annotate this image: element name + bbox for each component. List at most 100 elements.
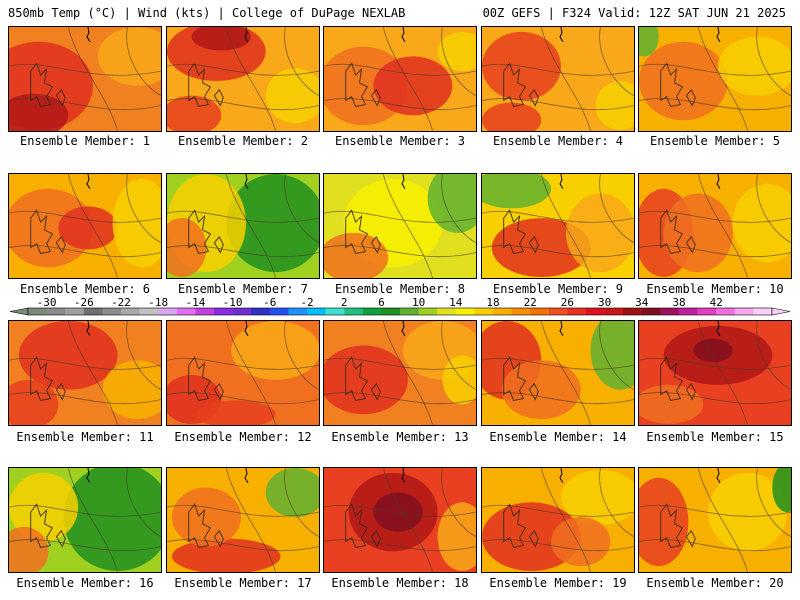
ensemble-member-map	[638, 320, 792, 426]
ensemble-member-label: Ensemble Member: 9	[492, 282, 624, 296]
colorbar-segment	[511, 308, 531, 315]
ensemble-member-map	[323, 26, 477, 132]
colorbar-segment	[195, 308, 215, 315]
ensemble-member-map	[8, 26, 162, 132]
colorbar-tick-label: -26	[74, 296, 94, 309]
ensemble-member-map	[481, 467, 635, 573]
colorbar-tick-label: 18	[486, 296, 499, 309]
colorbar-segment	[530, 308, 550, 315]
ensemble-member-map	[8, 320, 162, 426]
run-valid-time: 00Z GEFS | F324 Valid: 12Z SAT JUN 21 20…	[482, 6, 786, 20]
ensemble-member-map	[638, 26, 792, 132]
colorbar-tick-label: 22	[524, 296, 537, 309]
colorbar-segment	[269, 308, 289, 315]
colorbar-segment	[65, 308, 85, 315]
ensemble-member-map	[323, 467, 477, 573]
colorbar-segment	[716, 308, 736, 315]
colorbar-segment	[83, 308, 103, 315]
colorbar-tick-label: 42	[710, 296, 723, 309]
ensemble-member-label: Ensemble Member: 19	[489, 576, 627, 590]
colorbar-segment	[753, 308, 773, 315]
colorbar-segment	[362, 308, 382, 315]
colorbar-segment	[567, 308, 587, 315]
colorbar-tick-label: -30	[37, 296, 57, 309]
ensemble-member-map	[8, 467, 162, 573]
colorbar-tick-label: 34	[635, 296, 649, 309]
colorbar-segment	[660, 308, 680, 315]
colorbar-segment	[176, 308, 196, 315]
ensemble-member-label: Ensemble Member: 16	[16, 576, 154, 590]
colorbar-tick-label: -2	[300, 296, 313, 309]
ensemble-member-label: Ensemble Member: 7	[177, 282, 309, 296]
colorbar-tick-label: 30	[598, 296, 611, 309]
colorbar-tick-label: 26	[561, 296, 574, 309]
ensemble-member-map	[166, 467, 320, 573]
ensemble-member-map	[166, 173, 320, 279]
ensemble-member-label: Ensemble Member: 15	[646, 430, 784, 444]
colorbar-tick-label: -22	[111, 296, 131, 309]
ensemble-member-label: Ensemble Member: 8	[334, 282, 466, 296]
colorbar-segment	[641, 308, 661, 315]
colorbar-segment	[604, 308, 624, 315]
temperature-colorbar: -30 -26 -22 -18 -14 -10 -6 -2 2 6 10 14 18 22 26 30 34 38…	[8, 296, 792, 320]
colorbar-tick-label: 10	[412, 296, 425, 309]
ensemble-member-label: Ensemble Member: 5	[649, 134, 781, 148]
colorbar-segment	[400, 308, 419, 315]
ensemble-member-map	[481, 26, 635, 132]
ensemble-member-label: Ensemble Member: 18	[331, 576, 469, 590]
colorbar-segment	[102, 308, 122, 315]
colorbar-segment	[493, 308, 512, 315]
ensemble-member-label: Ensemble Member: 13	[331, 430, 469, 444]
ensemble-member-label: Ensemble Member: 6	[19, 282, 151, 296]
colorbar-segment	[679, 308, 698, 315]
ensemble-member-map	[323, 173, 477, 279]
ensemble-member-label: Ensemble Member: 14	[489, 430, 627, 444]
colorbar-segment	[139, 308, 159, 315]
colorbar-segment	[697, 308, 717, 315]
colorbar-tick-label: 2	[341, 296, 348, 309]
colorbar-segment	[381, 308, 401, 315]
ensemble-member-map	[166, 26, 320, 132]
ensemble-member-map	[481, 320, 635, 426]
colorbar-segment	[548, 308, 568, 315]
ensemble-member-map	[323, 320, 477, 426]
colorbar-tick-label: -6	[263, 296, 276, 309]
colorbar-segment	[121, 308, 140, 315]
colorbar-segment	[474, 308, 494, 315]
ensemble-member-label: Ensemble Member: 12	[174, 430, 312, 444]
colorbar-tick-label: 14	[449, 296, 463, 309]
colorbar-tick-label: -18	[148, 296, 168, 309]
colorbar-segment	[232, 308, 252, 315]
colorbar-tick-label: -14	[185, 296, 205, 309]
ensemble-member-map	[638, 467, 792, 573]
colorbar-left-arrow	[9, 307, 29, 316]
colorbar-tick-label: -10	[223, 296, 243, 309]
colorbar-segment	[307, 308, 326, 315]
ensemble-member-label: Ensemble Member: 11	[16, 430, 154, 444]
ensemble-member-label: Ensemble Member: 4	[492, 134, 624, 148]
colorbar-segment	[158, 308, 178, 315]
ensemble-member-map	[638, 173, 792, 279]
colorbar-segment	[46, 308, 66, 315]
colorbar-segment	[344, 308, 364, 315]
colorbar-tick-label: 6	[378, 296, 385, 309]
colorbar-segment	[437, 308, 457, 315]
ensemble-member-label: Ensemble Member: 20	[646, 576, 784, 590]
ensemble-member-label: Ensemble Member: 17	[174, 576, 312, 590]
ensemble-member-map	[481, 173, 635, 279]
ensemble-member-map	[8, 173, 162, 279]
colorbar-segment	[734, 308, 754, 315]
ensemble-member-label: Ensemble Member: 10	[646, 282, 784, 296]
ensemble-member-label: Ensemble Member: 1	[19, 134, 151, 148]
ensemble-member-map	[166, 320, 320, 426]
colorbar-segment	[455, 308, 475, 315]
colorbar-segment	[214, 308, 233, 315]
ensemble-member-label: Ensemble Member: 3	[334, 134, 466, 148]
colorbar-segment	[418, 308, 438, 315]
colorbar-segment	[325, 308, 345, 315]
colorbar-segment	[28, 308, 47, 315]
colorbar-right-arrow	[771, 307, 791, 316]
colorbar-segment	[623, 308, 643, 315]
colorbar-segment	[288, 308, 308, 315]
colorbar-tick-label: 38	[672, 296, 685, 309]
